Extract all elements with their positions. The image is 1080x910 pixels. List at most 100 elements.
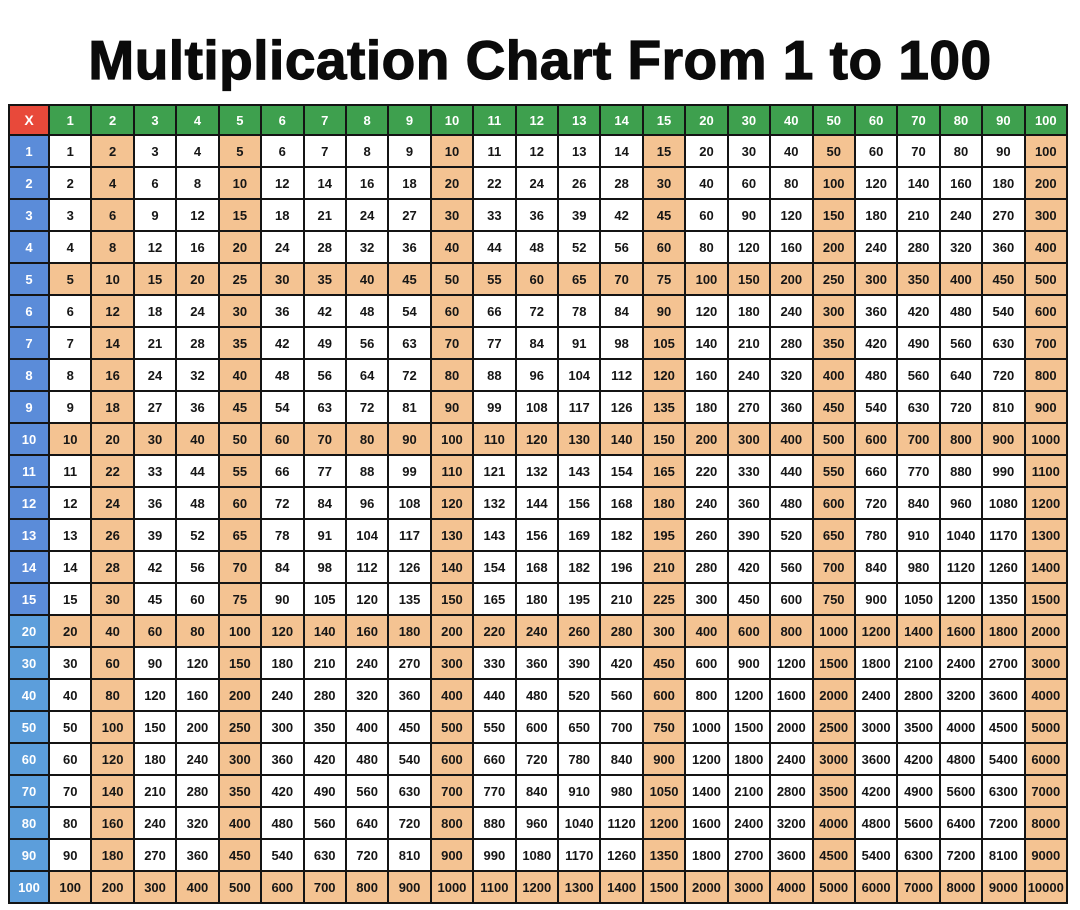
- product-cell: 121: [474, 456, 515, 486]
- product-cell: 50: [813, 136, 854, 166]
- product-cell: 350: [813, 328, 854, 358]
- product-cell: 700: [431, 776, 473, 806]
- row-header-cell: 13: [10, 520, 48, 550]
- product-cell: 96: [346, 488, 388, 518]
- product-cell: 21: [304, 200, 345, 230]
- chart-title: Multiplication Chart From 1 to 100: [88, 28, 992, 91]
- product-cell: 24: [346, 200, 388, 230]
- product-cell: 7: [304, 136, 345, 166]
- product-cell: 450: [643, 648, 685, 678]
- product-cell: 420: [898, 296, 939, 326]
- product-cell: 30: [134, 424, 176, 454]
- product-cell: 182: [601, 520, 642, 550]
- product-cell: 360: [771, 392, 812, 422]
- product-cell: 120: [177, 648, 218, 678]
- product-cell: 240: [516, 616, 557, 646]
- product-cell: 600: [771, 584, 812, 614]
- product-cell: 420: [262, 776, 303, 806]
- product-cell: 390: [728, 520, 770, 550]
- product-cell: 280: [686, 552, 727, 582]
- product-cell: 100: [431, 424, 473, 454]
- product-cell: 4000: [940, 712, 982, 742]
- product-cell: 300: [728, 424, 770, 454]
- product-cell: 26: [92, 520, 133, 550]
- product-cell: 7000: [1025, 776, 1066, 806]
- product-cell: 42: [134, 552, 176, 582]
- product-cell: 40: [219, 360, 261, 390]
- product-cell: 84: [262, 552, 303, 582]
- row-header-cell: 20: [10, 616, 48, 646]
- product-cell: 270: [728, 392, 770, 422]
- product-cell: 154: [601, 456, 642, 486]
- product-cell: 720: [389, 808, 430, 838]
- product-cell: 100: [813, 168, 854, 198]
- product-cell: 600: [686, 648, 727, 678]
- product-cell: 40: [346, 264, 388, 294]
- product-cell: 140: [686, 328, 727, 358]
- product-cell: 630: [389, 776, 430, 806]
- product-cell: 120: [346, 584, 388, 614]
- product-cell: 6000: [1025, 744, 1066, 774]
- product-cell: 180: [262, 648, 303, 678]
- product-cell: 1200: [771, 648, 812, 678]
- product-cell: 240: [686, 488, 727, 518]
- product-cell: 1500: [643, 872, 685, 902]
- product-cell: 360: [389, 680, 430, 710]
- product-cell: 50: [431, 264, 473, 294]
- product-cell: 2700: [983, 648, 1024, 678]
- product-cell: 210: [304, 648, 345, 678]
- product-cell: 960: [940, 488, 982, 518]
- row-header-cell: 15: [10, 584, 48, 614]
- product-cell: 165: [643, 456, 685, 486]
- product-cell: 320: [771, 360, 812, 390]
- product-cell: 150: [134, 712, 176, 742]
- product-cell: 120: [771, 200, 812, 230]
- product-cell: 60: [92, 648, 133, 678]
- product-cell: 630: [983, 328, 1024, 358]
- product-cell: 540: [389, 744, 430, 774]
- product-cell: 1300: [559, 872, 600, 902]
- product-cell: 450: [728, 584, 770, 614]
- product-cell: 2100: [728, 776, 770, 806]
- column-header-cell: 3: [134, 106, 176, 134]
- product-cell: 1040: [559, 808, 600, 838]
- product-cell: 1400: [601, 872, 642, 902]
- product-cell: 4500: [983, 712, 1024, 742]
- product-cell: 44: [474, 232, 515, 262]
- product-cell: 120: [686, 296, 727, 326]
- product-cell: 180: [516, 584, 557, 614]
- row-header-cell: 3: [10, 200, 48, 230]
- product-cell: 100: [686, 264, 727, 294]
- product-cell: 3000: [813, 744, 854, 774]
- product-cell: 100: [219, 616, 261, 646]
- product-cell: 5600: [898, 808, 939, 838]
- row-header-cell: 70: [10, 776, 48, 806]
- product-cell: 450: [219, 840, 261, 870]
- product-cell: 750: [643, 712, 685, 742]
- product-cell: 3: [134, 136, 176, 166]
- product-cell: 5600: [940, 776, 982, 806]
- multiplication-table: X 1 2 3 4 5 6 7 8 9 10 11 12 13 14 15 20 30 40 50 60 70 80 90 10…: [8, 104, 1068, 904]
- product-cell: 33: [474, 200, 515, 230]
- product-cell: 3500: [813, 776, 854, 806]
- product-cell: 80: [686, 232, 727, 262]
- product-cell: 1500: [1025, 584, 1066, 614]
- product-cell: 98: [304, 552, 345, 582]
- product-cell: 400: [346, 712, 388, 742]
- product-cell: 220: [474, 616, 515, 646]
- product-cell: 700: [601, 712, 642, 742]
- product-cell: 1040: [940, 520, 982, 550]
- product-cell: 7200: [940, 840, 982, 870]
- product-cell: 240: [134, 808, 176, 838]
- product-cell: 196: [601, 552, 642, 582]
- product-cell: 270: [134, 840, 176, 870]
- product-cell: 45: [134, 584, 176, 614]
- product-cell: 1: [50, 136, 91, 166]
- product-cell: 70: [304, 424, 345, 454]
- product-cell: 400: [813, 360, 854, 390]
- product-cell: 84: [601, 296, 642, 326]
- product-cell: 150: [813, 200, 854, 230]
- row-header-cell: 5: [10, 264, 48, 294]
- product-cell: 200: [813, 232, 854, 262]
- product-cell: 80: [346, 424, 388, 454]
